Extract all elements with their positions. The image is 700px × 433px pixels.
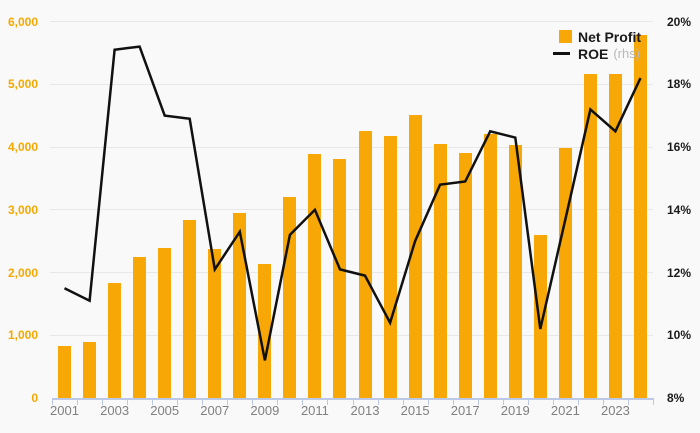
legend: Net Profit ROE (rhs) xyxy=(552,28,641,62)
legend-label-roe-rhs: (rhs) xyxy=(613,46,641,61)
x-axis-tick xyxy=(127,399,129,405)
x-axis-tick xyxy=(502,399,504,405)
bar-2020 xyxy=(533,234,547,398)
bar-2019 xyxy=(508,145,522,398)
legend-icon-column xyxy=(552,30,578,43)
x-axis-label: 2021 xyxy=(550,403,580,418)
x-axis-tick xyxy=(377,399,379,405)
x-axis-tick xyxy=(552,399,554,405)
x-axis-tick xyxy=(577,399,579,405)
x-axis-tick xyxy=(302,399,304,405)
x-axis-line xyxy=(52,397,654,400)
x-axis-tick xyxy=(202,399,204,405)
x-axis-tick xyxy=(152,399,154,405)
legend-icon-column xyxy=(552,52,578,55)
y-axis-left-label: 0 xyxy=(31,391,38,405)
bar-2005 xyxy=(158,248,172,398)
x-axis-tick xyxy=(653,399,654,405)
roe-line-dash-icon xyxy=(553,52,570,55)
y-axis-left-label: 1,000 xyxy=(7,328,38,343)
y-axis-left-label: 6,000 xyxy=(7,14,38,29)
legend-label-roe: ROE xyxy=(578,45,609,62)
bar-2002 xyxy=(83,341,97,398)
y-axis-left-label: 5,000 xyxy=(7,77,38,92)
bar-2008 xyxy=(233,212,247,398)
y-axis-right-label: 10% xyxy=(667,328,692,343)
bar-2009 xyxy=(258,264,272,398)
x-axis-label: 2015 xyxy=(400,403,430,418)
bar-2004 xyxy=(133,256,147,398)
x-axis-tick xyxy=(227,399,229,405)
bar-2016 xyxy=(433,143,447,398)
x-axis-tick xyxy=(402,399,404,405)
y-axis-right-label: 16% xyxy=(667,140,692,154)
bar-2014 xyxy=(383,135,397,398)
y-axis-right-label: 12% xyxy=(667,265,692,280)
x-axis-label: 2005 xyxy=(150,403,180,418)
bar-2018 xyxy=(483,133,497,398)
x-axis-label: 2011 xyxy=(300,403,329,418)
bar-2017 xyxy=(458,152,472,398)
x-axis-tick xyxy=(627,399,629,405)
bar-2003 xyxy=(108,283,122,398)
gridline xyxy=(50,83,653,85)
bar-2023 xyxy=(608,73,622,398)
y-axis-left-label: 3,000 xyxy=(7,202,38,217)
x-axis-tick xyxy=(277,399,279,405)
bar-2012 xyxy=(333,158,347,398)
x-axis-tick xyxy=(327,399,329,405)
x-axis-label: 2009 xyxy=(250,403,280,418)
x-axis-tick xyxy=(452,399,454,405)
gridline xyxy=(50,21,653,22)
x-axis-tick xyxy=(602,399,604,405)
bar-2007 xyxy=(208,249,222,398)
x-axis-tick xyxy=(77,399,79,405)
x-axis-label: 2013 xyxy=(350,403,380,418)
legend-item-net-profit[interactable]: Net Profit xyxy=(552,28,641,45)
x-axis-label: 2003 xyxy=(100,403,130,418)
x-axis-tick xyxy=(427,399,429,405)
x-axis-tick xyxy=(102,399,104,405)
x-axis-tick xyxy=(352,399,354,405)
legend-item-roe[interactable]: ROE (rhs) xyxy=(552,45,641,62)
x-axis-tick xyxy=(252,399,254,405)
y-axis-right-label: 8% xyxy=(667,391,685,405)
bar-2013 xyxy=(358,130,372,398)
legend-label-net-profit: Net Profit xyxy=(578,28,641,45)
bar-2021 xyxy=(558,148,572,398)
bar-2015 xyxy=(408,114,422,398)
x-axis-tick xyxy=(177,399,179,405)
y-axis-left-label: 2,000 xyxy=(7,265,38,280)
y-axis-right-label: 20% xyxy=(667,14,692,29)
x-axis-label: 2001 xyxy=(50,403,79,418)
x-axis-label: 2007 xyxy=(200,403,230,418)
x-axis-tick xyxy=(527,399,529,405)
bar-2001 xyxy=(58,345,72,398)
x-axis-label: 2023 xyxy=(600,403,630,418)
y-axis-right-label: 14% xyxy=(667,202,692,217)
net-profit-square-icon xyxy=(559,30,572,43)
bar-2006 xyxy=(183,219,197,398)
y-axis-left-label: 4,000 xyxy=(7,140,38,154)
x-axis-label: 2017 xyxy=(450,403,480,418)
x-axis-label: 2019 xyxy=(500,403,530,418)
bar-2024 xyxy=(633,35,647,398)
bar-2022 xyxy=(583,73,597,398)
bar-2011 xyxy=(308,153,322,398)
y-axis-right-label: 18% xyxy=(667,77,692,92)
x-axis-tick xyxy=(477,399,479,405)
x-axis-tick xyxy=(52,399,53,405)
bar-2010 xyxy=(283,197,297,398)
